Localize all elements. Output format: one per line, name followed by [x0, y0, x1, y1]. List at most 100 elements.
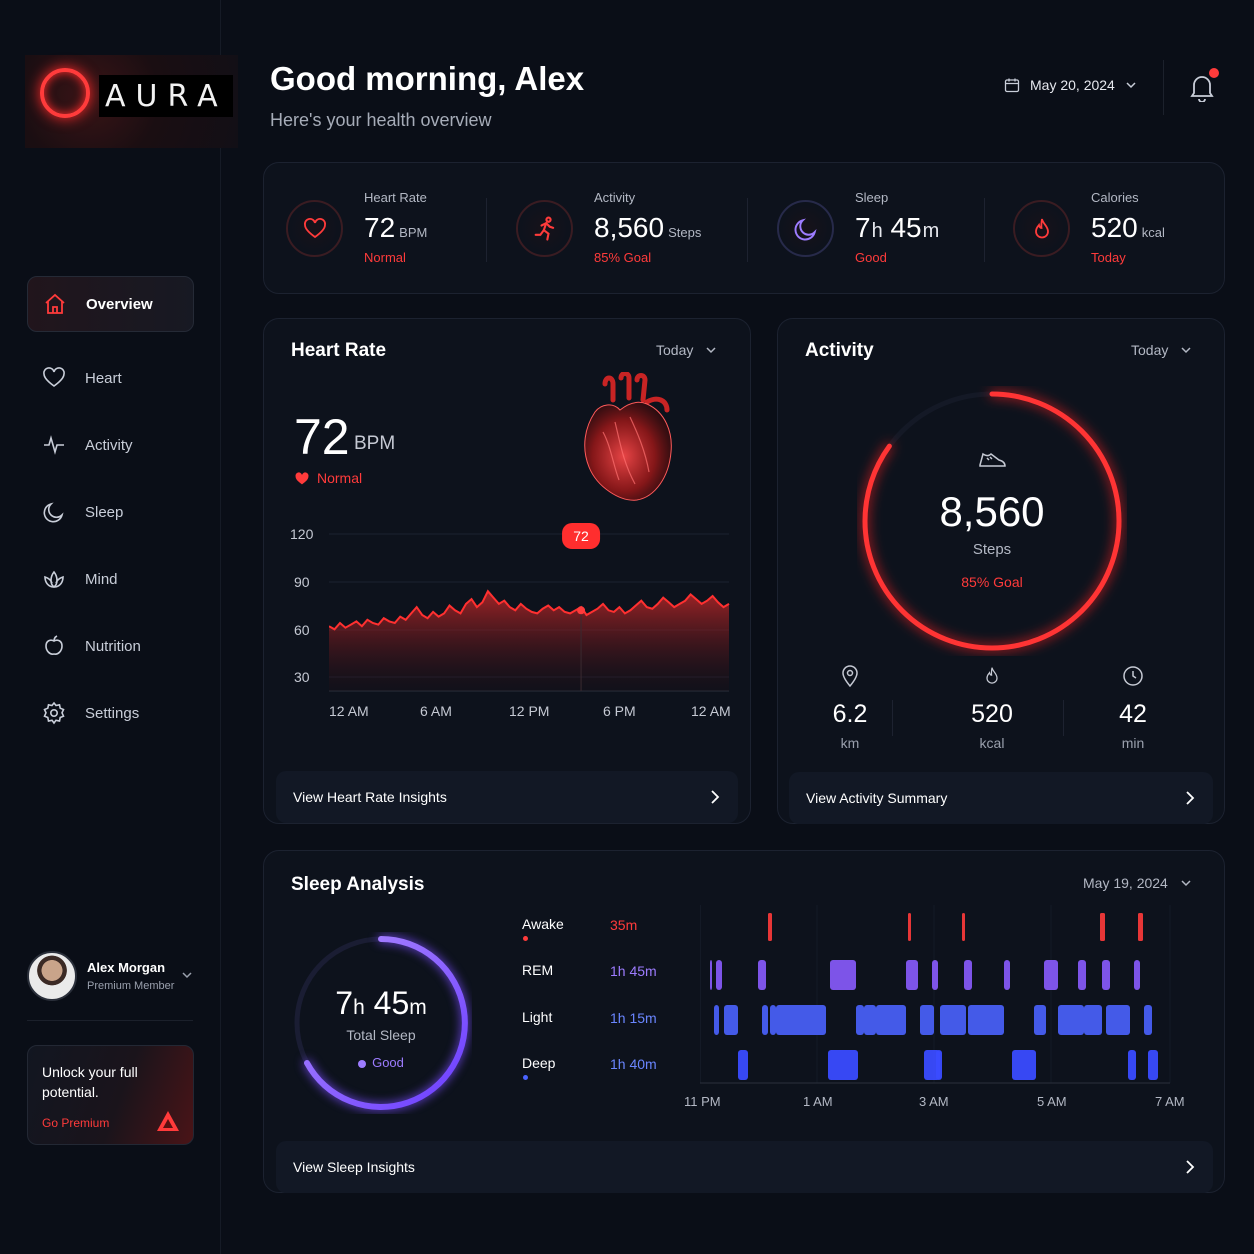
sidebar-item-heart[interactable]: Heart — [27, 350, 194, 406]
sleep-stage-segment — [1106, 1005, 1130, 1035]
card-title: Activity — [805, 340, 874, 361]
x-tick-label: 1 AM — [803, 1094, 833, 1109]
y-tick-label: 30 — [294, 669, 310, 685]
date-dropdown[interactable]: May 19, 2024 — [1083, 875, 1192, 891]
flame-icon — [1013, 200, 1070, 257]
marker-dot — [577, 606, 586, 615]
stat-note: 85% Goal — [594, 250, 652, 265]
sidebar-item-overview[interactable]: Overview — [27, 276, 194, 332]
stat-activity[interactable]: Activity 8,560 Steps 85% Goal — [516, 190, 736, 270]
y-tick-label: 120 — [290, 526, 314, 542]
moon-icon — [41, 499, 67, 525]
sleep-stage-segment — [906, 960, 918, 990]
sleep-stage-segment — [962, 913, 965, 941]
stage-duration: 35m — [610, 917, 638, 933]
stat-value: 7h 45m — [855, 212, 940, 243]
view-heart-rate-insights-button[interactable]: View Heart Rate Insights — [276, 771, 738, 823]
go-premium-link[interactable]: Go Premium — [42, 1116, 110, 1130]
notification-bell-icon[interactable] — [1188, 72, 1216, 102]
view-activity-summary-button[interactable]: View Activity Summary — [789, 772, 1213, 824]
sleep-stage-segment — [1100, 913, 1105, 941]
sleep-stage-segment — [920, 1005, 934, 1035]
sleep-stage-segment — [1134, 960, 1140, 990]
sidebar-item-sleep[interactable]: Sleep — [27, 484, 194, 540]
stat-label: Activity — [594, 190, 636, 205]
metric-distance: 6.2 km — [795, 665, 905, 751]
sidebar-item-label: Heart — [85, 369, 122, 387]
logo-ring-icon — [40, 68, 90, 118]
stat-heart-rate[interactable]: Heart Rate 72 BPM Normal — [286, 190, 476, 270]
stat-label: Sleep — [855, 190, 889, 205]
sidebar-item-label: Nutrition — [85, 637, 141, 655]
page-title: Good morning, Alex — [270, 60, 585, 97]
sleep-stage-segment — [908, 913, 911, 941]
shoe-icon — [979, 452, 1006, 467]
sleep-stage-segment — [1084, 1005, 1102, 1035]
sleep-stage-segment — [932, 960, 938, 990]
sleep-stage-segment — [1138, 913, 1143, 941]
gear-icon — [41, 700, 67, 726]
sidebar-item-label: Settings — [85, 704, 140, 722]
steps-value: 8,560 — [939, 488, 1045, 535]
chevron-down-icon[interactable] — [181, 970, 193, 980]
flame-icon — [986, 667, 998, 684]
sleep-progress-ring — [294, 936, 468, 1110]
view-sleep-insights-button[interactable]: View Sleep Insights — [276, 1141, 1213, 1193]
sleep-stage-segment — [758, 960, 766, 990]
stat-note: Today — [1091, 250, 1126, 265]
marker-badge — [562, 523, 601, 549]
location-pin-icon — [842, 665, 858, 688]
heart-icon — [295, 471, 309, 484]
user-name: Alex Morgan — [87, 960, 166, 975]
sleep-stage-segment — [1148, 1050, 1158, 1080]
stat-separator — [984, 198, 985, 262]
sleep-progress-arc — [304, 936, 468, 1110]
sleep-stage-segment — [724, 1005, 738, 1035]
stage-duration: 1h 45m — [610, 963, 657, 979]
premium-promo[interactable]: Unlock your full potential. Go Premium — [27, 1045, 194, 1145]
stage-label-rem: REM — [522, 962, 554, 978]
x-tick-label: 6 AM — [420, 703, 452, 719]
sidebar-item-activity[interactable]: Activity — [27, 417, 194, 473]
sidebar-item-nutrition[interactable]: Nutrition — [27, 618, 194, 674]
stat-sleep[interactable]: Sleep 7h 45m Good — [777, 190, 977, 270]
range-dropdown[interactable]: Today — [656, 342, 717, 358]
sleep-stages-chart[interactable] — [700, 905, 1175, 1085]
sleep-stage-segment — [1004, 960, 1010, 990]
sleep-stage-segment — [856, 1005, 864, 1035]
running-icon — [516, 200, 573, 257]
stat-note: Good — [855, 250, 887, 265]
stat-label: Heart Rate — [364, 190, 427, 205]
avatar[interactable] — [27, 951, 77, 1001]
heart-icon — [286, 200, 343, 257]
sleep-stage-segment — [768, 913, 772, 941]
stat-calories[interactable]: Calories 520 kcal Today — [1013, 190, 1213, 270]
sidebar-item-label: Activity — [85, 436, 133, 454]
sleep-stage-segment — [738, 1050, 748, 1080]
sleep-stage-segment — [1102, 960, 1110, 990]
sleep-stage-segment — [964, 960, 972, 990]
sleep-stage-segment — [716, 960, 722, 990]
sleep-stage-segment — [1144, 1005, 1152, 1035]
sidebar-item-mind[interactable]: Mind — [27, 551, 194, 607]
date-picker[interactable]: May 20, 2024 — [1004, 77, 1137, 93]
sleep-stage-segment — [1058, 1005, 1084, 1035]
stage-label-awake: Awake — [522, 916, 564, 932]
user-profile[interactable]: Alex Morgan Premium Member — [27, 950, 197, 1002]
user-role: Premium Member — [87, 980, 175, 992]
range-dropdown[interactable]: Today — [1131, 342, 1192, 358]
sleep-stage-segment — [864, 1005, 876, 1035]
stat-value: 72 BPM — [364, 212, 428, 243]
chevron-right-icon — [711, 790, 720, 804]
heart-rate-area — [329, 591, 729, 691]
sleep-stage-segment — [936, 1050, 942, 1080]
sidebar-item-settings[interactable]: Settings — [27, 685, 194, 741]
heart-rate-status: Normal — [295, 470, 362, 486]
anatomical-heart-illustration — [584, 372, 672, 501]
promo-title: Unlock your full potential. — [42, 1064, 138, 1100]
heart-rate-chart[interactable]: 72 — [329, 520, 731, 700]
stat-separator — [486, 198, 487, 262]
sleep-stage-segment — [710, 960, 712, 990]
sidebar-item-label: Mind — [85, 570, 118, 588]
x-tick-label: 5 AM — [1037, 1094, 1067, 1109]
